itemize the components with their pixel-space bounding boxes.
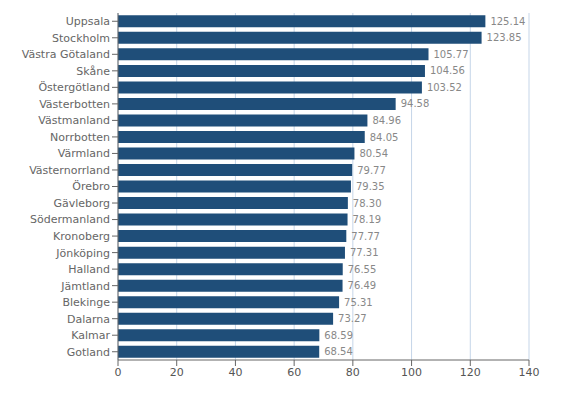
- svg-text:Stockholm: Stockholm: [52, 32, 110, 45]
- svg-text:Kronoberg: Kronoberg: [53, 230, 110, 243]
- svg-text:94.58: 94.58: [401, 98, 430, 109]
- svg-text:Jönköping: Jönköping: [55, 247, 110, 260]
- svg-text:76.49: 76.49: [348, 280, 377, 291]
- svg-text:104.56: 104.56: [430, 65, 465, 76]
- svg-text:60: 60: [287, 366, 301, 379]
- svg-text:103.52: 103.52: [427, 82, 462, 93]
- svg-text:Västra Götaland: Västra Götaland: [22, 48, 110, 61]
- svg-text:84.96: 84.96: [372, 115, 401, 126]
- svg-text:Örebro: Örebro: [72, 180, 110, 193]
- svg-text:120: 120: [460, 366, 481, 379]
- svg-text:75.31: 75.31: [344, 297, 373, 308]
- svg-text:Östergötland: Östergötland: [38, 81, 110, 94]
- svg-text:Skåne: Skåne: [76, 65, 110, 78]
- svg-text:Västernorrland: Västernorrland: [29, 164, 110, 177]
- svg-text:68.59: 68.59: [324, 330, 353, 341]
- svg-text:Dalarna: Dalarna: [67, 313, 110, 326]
- svg-text:Uppsala: Uppsala: [66, 15, 110, 28]
- svg-text:Västmanland: Västmanland: [38, 114, 110, 127]
- svg-text:80.54: 80.54: [359, 148, 388, 159]
- svg-text:Västerbotten: Västerbotten: [39, 98, 110, 111]
- svg-text:20: 20: [170, 366, 184, 379]
- svg-text:77.31: 77.31: [350, 247, 379, 258]
- svg-text:40: 40: [228, 366, 242, 379]
- svg-text:73.27: 73.27: [338, 313, 367, 324]
- svg-text:76.55: 76.55: [348, 264, 377, 275]
- svg-text:Gävleborg: Gävleborg: [53, 197, 110, 210]
- svg-text:Blekinge: Blekinge: [62, 296, 110, 309]
- svg-text:68.54: 68.54: [324, 346, 353, 357]
- svg-text:Halland: Halland: [68, 263, 110, 276]
- svg-text:80: 80: [346, 366, 360, 379]
- svg-text:Jämtland: Jämtland: [60, 280, 110, 293]
- svg-text:Gotland: Gotland: [67, 346, 110, 359]
- svg-text:Södermanland: Södermanland: [30, 213, 110, 226]
- svg-text:140: 140: [519, 366, 540, 379]
- svg-text:84.05: 84.05: [370, 132, 399, 143]
- svg-text:0: 0: [115, 366, 122, 379]
- svg-text:100: 100: [401, 366, 422, 379]
- svg-text:105.77: 105.77: [434, 49, 469, 60]
- svg-text:Värmland: Värmland: [58, 147, 110, 160]
- svg-text:79.77: 79.77: [357, 165, 386, 176]
- svg-text:Kalmar: Kalmar: [71, 329, 110, 342]
- svg-text:123.85: 123.85: [487, 32, 522, 43]
- svg-text:Norrbotten: Norrbotten: [50, 131, 110, 144]
- svg-text:125.14: 125.14: [490, 16, 525, 27]
- svg-text:78.19: 78.19: [353, 214, 382, 225]
- svg-text:79.35: 79.35: [356, 181, 385, 192]
- svg-text:77.77: 77.77: [351, 231, 380, 242]
- svg-text:78.30: 78.30: [353, 198, 382, 209]
